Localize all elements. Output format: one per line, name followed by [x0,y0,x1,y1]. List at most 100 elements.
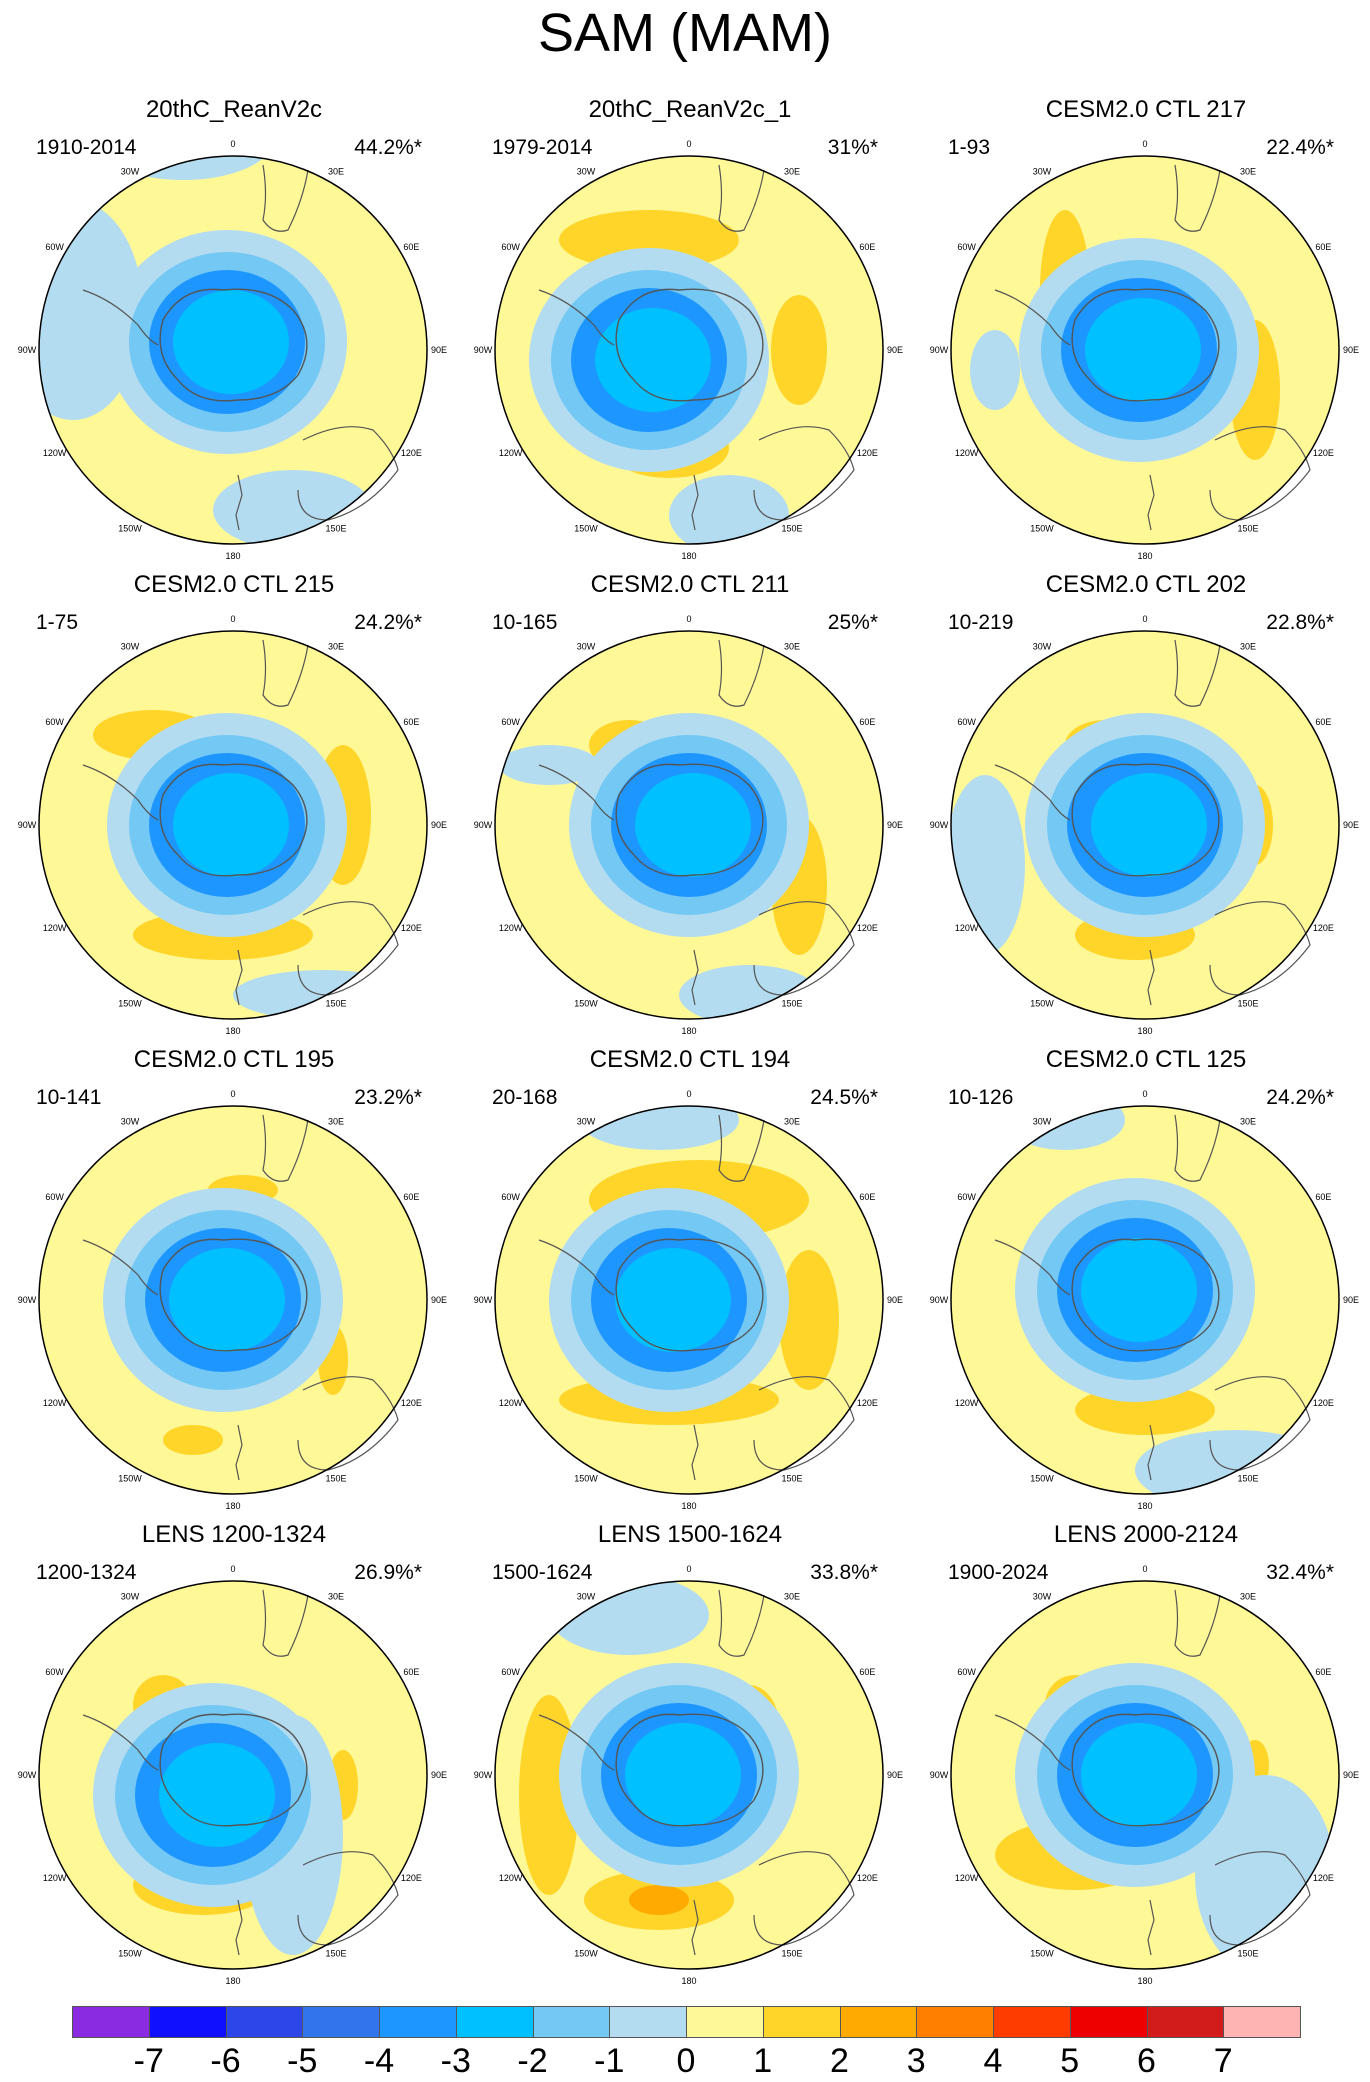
new-zealand-coastline [1147,949,1155,1006]
antarctica-coastline [1071,1713,1220,1827]
map-border [950,1105,1340,1495]
longitude-label: 0 [1142,1090,1147,1099]
panel-explained-variance: 25%* [827,611,878,634]
map-border [494,1105,884,1495]
polar-map: 0 30E 60E 90E 120E 150E 180 150W 120W 90W 60W 30W [474,140,903,560]
longitude-label: 30E [1240,167,1256,177]
longitude-label: 150E [781,1473,802,1483]
colorbar-tick-label: 1 [753,2042,773,2080]
map-panel: CESM2.0 CTL 194 20-168 24.5%* 0 30E 60E 90E 120… [470,1046,910,1516]
polar-map: 0 30E 60E 90E 120E 150E 180 150W 120W 90W 60W 30W [930,1565,1359,1985]
longitude-label: 60W [957,1192,976,1202]
antarctica-coastline [1071,763,1220,877]
longitude-label: 60E [1315,1667,1331,1677]
longitude-label: 90W [18,1770,37,1780]
map-panel: CESM2.0 CTL 217 1-93 22.4%* 0 30E 60E 90E 120E 1… [926,96,1366,566]
longitude-label: 90E [431,820,447,830]
new-zealand-coastline [691,1899,699,1956]
map-border [38,630,428,1020]
polar-map: 0 30E 60E 90E 120E 150E 180 150W 120W 90W 60W 30W [930,615,1359,1035]
panel-period: 10-141 [36,1086,102,1109]
antarctica-coastline [159,288,308,402]
longitude-label: 30E [328,1592,344,1602]
longitude-label: 30E [1240,642,1256,652]
longitude-label: 60W [45,242,64,252]
antarctica-coastline [159,1713,308,1827]
antarctica-coastline [1071,1238,1220,1352]
new-zealand-coastline [235,474,243,531]
panel-explained-variance: 26.9%* [354,1561,422,1584]
panel-explained-variance: 44.2%* [354,136,422,159]
longitude-label: 180 [225,1501,240,1510]
colorbar-tick-label: 0 [676,2042,696,2080]
south-america-coastline [82,1239,159,1296]
negative-core-contour [615,1248,731,1352]
anomaly-field [495,1106,883,1494]
australia-coastline [1209,426,1311,521]
longitude-label: 150E [1237,998,1258,1008]
panel-period: 10-165 [492,611,558,634]
longitude-label: 150W [574,523,598,533]
longitude-label: 120W [955,1873,979,1883]
colorbar-swatch [1146,2006,1225,2038]
longitude-label: 120W [43,923,67,933]
longitude-label: 90E [887,1770,903,1780]
panel-explained-variance: 23.2%* [354,1086,422,1109]
longitude-label: 90W [18,345,37,355]
longitude-label: 120E [401,923,422,933]
longitude-label: 90E [431,1295,447,1305]
map-border [494,630,884,1020]
panel-title: LENS 1200-1324 [141,1521,327,1548]
anomaly-contour [669,475,789,544]
map-panel-grid: 20thC_ReanV2c 1910-2014 44.2%* 0 30E 60E 90E 12… [18,96,1366,1985]
anomaly-field [39,1106,427,1494]
anomaly-contour [163,1425,223,1455]
south-america-coastline [994,764,1071,821]
longitude-label: 30E [328,1117,344,1127]
negative-core-contour [159,1743,275,1847]
colorbar-swatch [379,2006,457,2038]
longitude-label: 30W [577,642,596,652]
longitude-label: 120E [857,1873,878,1883]
antarctica-coastline [615,288,764,402]
longitude-label: 120E [401,1873,422,1883]
longitude-label: 90W [474,1770,493,1780]
polar-map: 0 30E 60E 90E 120E 150E 180 150W 120W 90W 60W 30W [474,1565,903,1985]
longitude-label: 30W [1033,642,1052,652]
longitude-label: 180 [1137,1976,1152,1985]
map-panel: CESM2.0 CTL 211 10-165 25%* 0 30E 60E 90E 120E 1… [470,571,910,1041]
longitude-label: 60E [1315,242,1331,252]
longitude-label: 150E [325,523,346,533]
longitude-label: 120W [43,1873,67,1883]
longitude-label: 90W [474,345,493,355]
longitude-label: 30E [784,642,800,652]
anomaly-contour [771,295,827,405]
south-america-coastline [994,1239,1071,1296]
new-zealand-coastline [1147,474,1155,531]
longitude-label: 0 [1142,140,1147,149]
longitude-label: 60W [957,1667,976,1677]
longitude-label: 120E [857,1398,878,1408]
longitude-label: 150E [325,998,346,1008]
anomaly-field [495,156,883,544]
longitude-label: 60E [859,1192,875,1202]
colorbar-swatch [225,2006,304,2038]
longitude-label: 180 [225,1976,240,1985]
longitude-label: 150E [1237,1948,1258,1958]
panel-period: 1200-1324 [36,1561,137,1584]
longitude-label: 120W [499,1873,523,1883]
map-border [950,155,1340,545]
colorbar-tick-label: -4 [363,2042,395,2080]
antarctica-coastline [615,763,764,877]
longitude-label: 0 [230,140,235,149]
africa-coastline [718,1114,765,1182]
map-panel: CESM2.0 CTL 125 10-126 24.2%* 0 30E 60E 90E 120… [926,1046,1366,1516]
panel-title: LENS 1500-1624 [597,1521,783,1548]
longitude-label: 180 [225,1026,240,1035]
longitude-label: 30W [577,167,596,177]
polar-map: 0 30E 60E 90E 120E 150E 180 150W 120W 90W 60W 30W [474,615,903,1035]
longitude-label: 60W [957,242,976,252]
negative-core-contour [1085,298,1201,402]
longitude-label: 150E [325,1948,346,1958]
colorbar-tick-label: 4 [983,2042,1003,2080]
